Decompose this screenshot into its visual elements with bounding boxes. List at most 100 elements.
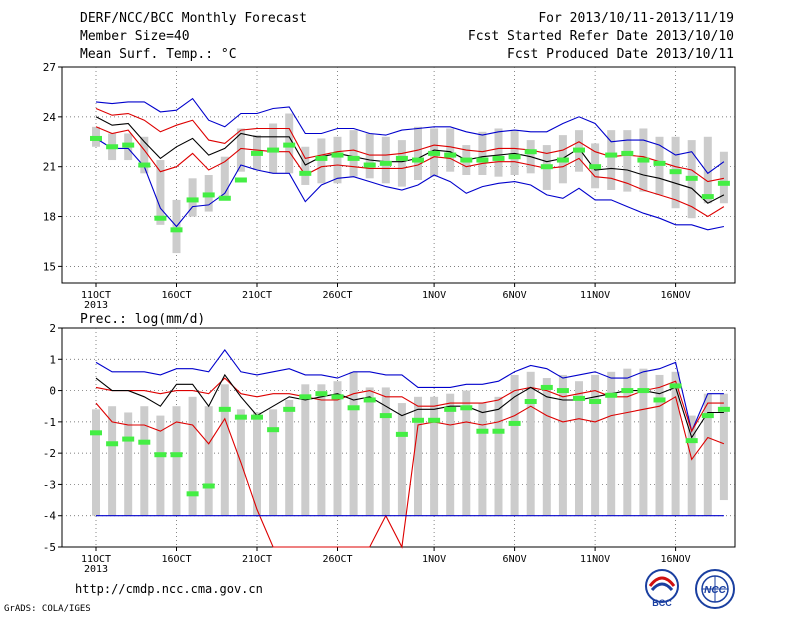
obs-marker [524,399,537,405]
range-bar [494,128,503,177]
obs-marker [508,420,521,426]
obs-marker [717,406,730,412]
ncc-logo: NCC [695,569,735,609]
obs-marker [331,394,344,400]
range-bar [510,374,519,516]
range-bar [414,396,422,516]
x-tick-label: 11NOV [580,290,610,301]
obs-marker [379,413,392,419]
series-line-max [95,97,725,175]
obs-marker [492,155,505,161]
obs-marker [267,147,280,153]
range-bar [301,384,310,516]
range-bar [607,371,616,516]
plot-frame-prec [61,327,736,548]
obs-marker [283,406,296,412]
obs-marker [637,157,650,163]
series-line-max [95,348,724,433]
obs-marker [202,192,215,198]
x-tick-label: 11NOV [580,554,610,565]
x-tick-label: 16NOV [661,290,691,301]
range-bar [140,406,149,516]
obs-marker [476,157,489,163]
obs-marker [315,155,328,161]
range-bar [575,381,583,516]
obs-marker [186,491,199,497]
y-tick-label: 27 [43,61,56,74]
x-tick-label: 11OCT [81,554,111,565]
range-bar [220,384,229,516]
forecast-period: For 2013/10/11-2013/11/19 [538,11,734,26]
obs-marker [653,160,666,166]
x-tick-label: 1NOV [422,290,446,301]
obs-marker [186,197,199,203]
x-tick-label: 16OCT [161,290,191,301]
range-bar [414,126,422,180]
obs-marker [90,135,102,141]
range-bar [333,136,342,184]
obs-marker [540,384,553,390]
obs-marker [363,162,376,168]
range-bar [140,136,149,174]
x-tick-label: 21OCT [242,554,272,565]
forecast-produced-date: Fcst Produced Date 2013/10/11 [507,47,734,62]
obs-marker [621,150,634,156]
obs-marker [347,155,360,161]
y-tick-label: 2 [49,322,56,335]
range-bar [623,130,632,192]
bcc-logo-text: BCC [652,598,672,608]
obs-marker [202,483,215,489]
series-line-upper [95,107,725,183]
range-bar [671,371,680,516]
x-tick-label: 1NOV [422,554,446,565]
obs-marker [251,414,263,420]
obs-marker [669,169,682,175]
range-bar [365,133,374,179]
obs-marker [138,162,151,168]
series-line-lower [95,126,725,218]
obs-marker [138,439,151,445]
obs-marker [412,417,424,423]
obs-marker [428,417,441,423]
range-bar [446,393,455,516]
y-tick-label: 24 [43,111,57,124]
obs-marker [395,431,408,437]
panel-prec: -5 -4 -3 -2 -1 0 1 2 11OCT 16OCT 21OCT 26OCT 1NOV 6NO… [43,312,736,575]
y-tick-label: 0 [49,385,56,398]
range-bar [623,368,632,516]
range-bar [349,371,358,516]
obs-marker [573,395,585,401]
range-bar [687,415,696,516]
range-bar [301,146,310,185]
obs-marker [234,177,247,183]
bcc-logo: BCC [645,569,679,608]
range-bar [220,156,229,200]
series-line-min [95,137,725,231]
range-bar [253,412,261,516]
obs-marker [315,391,328,397]
obs-marker [508,154,521,160]
grads-credit: GrADS: COLA/IGES [4,604,91,614]
range-bar [204,406,213,516]
obs-marker [170,227,183,233]
range-bar [124,412,133,516]
obs-marker [106,144,119,150]
range-bar [494,396,503,516]
y-tick-label: 21 [43,161,56,174]
range-bar [478,131,487,175]
obs-marker [428,150,441,156]
range-bar [719,393,728,501]
y-tick-label: 18 [43,211,56,224]
range-bar [462,390,471,516]
obs-marker [218,406,231,412]
obs-marker [444,406,457,412]
range-bar [542,378,551,516]
range-bar [333,381,342,516]
obs-marker [637,388,650,394]
y-tick-label: -5 [43,541,56,554]
x-tick-year-label: 2013 [84,564,108,575]
obs-marker [460,157,473,163]
source-url[interactable]: http://cmdp.ncc.cma.gov.cn [75,582,263,596]
obs-marker [589,164,602,170]
y-tick-label: 15 [43,260,56,273]
